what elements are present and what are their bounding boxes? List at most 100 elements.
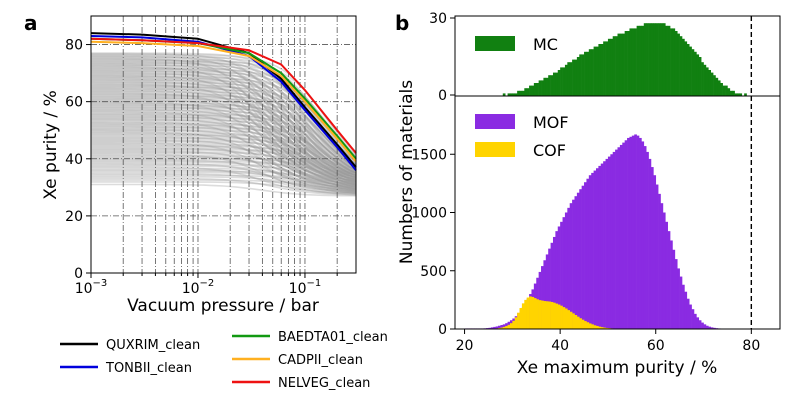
series-line-tonbii_clean: [90, 35, 357, 171]
background-curve: [91, 71, 357, 169]
legend-label: MC: [533, 35, 558, 54]
histogram-bar-cof: [529, 296, 532, 329]
panel-b-y-label: Numbers of materials: [397, 80, 417, 264]
histogram-bar-mc: [615, 36, 618, 96]
background-curve: [91, 101, 357, 183]
histogram-bar-mc: [686, 44, 690, 96]
background-curve: [91, 129, 357, 180]
histogram-bar-cof: [557, 304, 561, 329]
histogram-bar-cof: [524, 299, 527, 330]
histogram-bar-mc: [655, 23, 659, 97]
histogram-bar-mc: [672, 28, 676, 96]
histogram-bar-mof: [622, 142, 625, 329]
histogram-bar-mof: [610, 154, 614, 329]
background-curve: [91, 62, 357, 157]
background-curve: [91, 148, 357, 185]
background-curve: [90, 66, 357, 176]
histogram-bar-mof: [550, 242, 554, 329]
histogram-bar-cof: [548, 301, 551, 329]
histogram-bar-cof: [572, 313, 575, 329]
histogram-bar-mc: [612, 36, 616, 96]
background-curve: [91, 106, 357, 171]
background-curve: [91, 59, 357, 170]
background-curve: [91, 139, 357, 189]
background-curve: [91, 127, 357, 184]
histogram-bar-cof: [502, 326, 506, 329]
background-curve: [91, 93, 357, 171]
histogram-bar-cof: [541, 300, 544, 329]
background-curve: [91, 170, 357, 191]
histogram-bar-mc: [708, 70, 711, 96]
background-curve: [91, 147, 357, 190]
background-curve: [91, 67, 357, 172]
histogram-bar-mc: [509, 93, 513, 96]
histogram-bar-mof: [548, 248, 551, 329]
histogram-bar-mc: [581, 54, 585, 96]
histogram-bar-mof: [701, 322, 704, 329]
histogram-bar-mc: [617, 33, 621, 96]
histogram-bar-mc: [696, 54, 700, 96]
background-curve: [91, 58, 357, 161]
histogram-bar-cof: [586, 322, 590, 329]
histogram-bar-mc: [629, 28, 633, 96]
histogram-bar-mc: [705, 67, 709, 96]
histogram-bar-mc: [648, 23, 652, 97]
background-curve: [91, 91, 357, 176]
histogram-bar-mc: [631, 28, 635, 96]
background-curve: [91, 123, 357, 175]
x-tick-label: 20: [456, 338, 474, 354]
histogram-bar-mc: [517, 90, 520, 96]
background-curve: [91, 121, 357, 186]
background-curve: [91, 159, 357, 193]
histogram-bar-mc: [634, 28, 637, 96]
background-curve: [91, 160, 357, 188]
background-curve: [91, 161, 357, 192]
background-curve: [91, 99, 357, 182]
background-curve: [91, 97, 357, 168]
background-curve: [91, 53, 357, 171]
panel-b: b 20 40 60 80 0 30 0 500 1000 1500 MC MOF COF Xe ma…: [395, 11, 781, 378]
histogram-bar-mc: [710, 72, 714, 96]
histogram-bar-mof: [650, 167, 654, 329]
background-curve: [91, 76, 357, 174]
background-curve: [91, 153, 357, 192]
histogram-bar-mc: [586, 51, 590, 96]
histogram-bar-mc: [646, 23, 649, 97]
histogram-bar-mof: [567, 207, 571, 329]
background-curve: [91, 65, 357, 170]
histogram-bar-cof: [533, 298, 537, 329]
panel-b-ticks: 20 40 60 80 0 30 0 500 1000 1500: [411, 11, 760, 354]
histogram-bar-mc: [607, 38, 611, 96]
background-curve: [91, 112, 357, 177]
background-curve: [91, 110, 357, 181]
background-curve: [91, 86, 357, 171]
histogram-bar-mof: [552, 236, 556, 329]
background-curve: [91, 146, 357, 187]
histogram-bar-mof: [679, 276, 683, 329]
histogram-bar-cof: [500, 327, 504, 329]
histogram-bar-mof: [588, 175, 592, 329]
background-curve: [91, 171, 357, 193]
histogram-bar-mc: [665, 25, 668, 96]
y-tick-label: 80: [65, 38, 83, 54]
histogram-bar-mof: [502, 324, 506, 329]
histogram-bar-mof: [612, 151, 616, 329]
histogram-bar-mof: [705, 325, 709, 329]
legend-label: COF: [533, 141, 566, 160]
background-curve: [91, 125, 357, 186]
histogram-bar-mc: [595, 46, 599, 96]
histogram-bar-mof: [691, 309, 695, 329]
histogram-bar-mc: [502, 93, 506, 96]
histogram-bar-mc: [725, 85, 728, 96]
background-curve: [91, 144, 357, 189]
histogram-bar-mc: [691, 49, 695, 96]
histogram-bar-mof: [670, 240, 673, 329]
histogram-bar-cof: [591, 324, 594, 329]
histogram-bar-mof: [488, 327, 492, 329]
legend-swatch: [475, 142, 515, 157]
histogram-bar-mc: [576, 57, 580, 96]
background-curve: [91, 109, 357, 174]
background-curve: [91, 108, 357, 183]
background-curve: [91, 56, 357, 168]
